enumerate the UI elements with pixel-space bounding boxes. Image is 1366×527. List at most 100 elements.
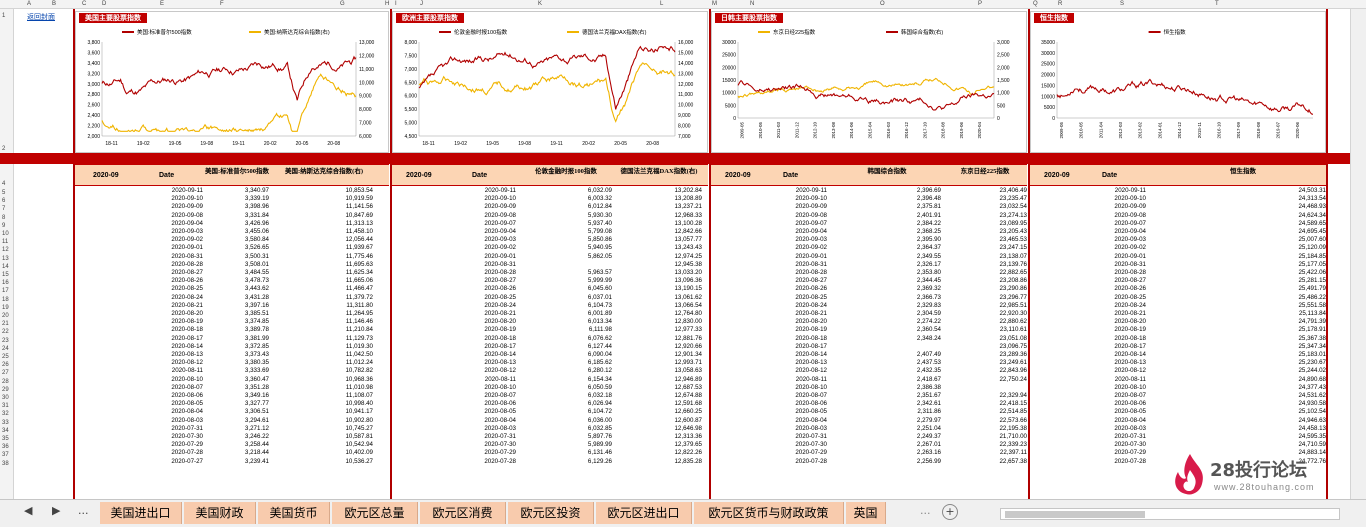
- date-cell[interactable]: 2020-08-10: [1114, 383, 1146, 391]
- value-cell[interactable]: 3,239.41: [244, 457, 269, 465]
- value-cell[interactable]: 3,389.78: [244, 326, 269, 334]
- date-cell[interactable]: 2020-08-18: [1114, 334, 1146, 342]
- back-to-cover-link[interactable]: 返回封面: [27, 14, 55, 21]
- value-cell[interactable]: 3,331.84: [244, 211, 269, 219]
- value-cell[interactable]: 6,111.98: [588, 326, 612, 334]
- value-cell[interactable]: 2,396.48: [916, 195, 941, 203]
- value-cell[interactable]: 6,076.62: [587, 334, 612, 342]
- value-cell[interactable]: 6,131.46: [587, 449, 612, 457]
- value-cell[interactable]: 12,920.66: [674, 342, 702, 350]
- value-cell[interactable]: 2,274.22: [916, 318, 941, 326]
- date-cell[interactable]: 2020-08-19: [795, 326, 827, 334]
- value-cell[interactable]: 11,108.07: [345, 392, 373, 399]
- value-cell[interactable]: 13,066.54: [674, 301, 702, 309]
- value-cell[interactable]: 3,398.96: [244, 203, 269, 211]
- date-cell[interactable]: 2020-09-07: [1114, 219, 1146, 227]
- date-cell[interactable]: 2020-08-04: [171, 408, 203, 416]
- date-cell[interactable]: 2020-09-03: [484, 236, 516, 244]
- value-cell[interactable]: 23,096.75: [999, 342, 1027, 350]
- value-cell[interactable]: 12,977.33: [674, 326, 702, 334]
- date-cell[interactable]: 2020-08-11: [484, 375, 516, 383]
- date-cell[interactable]: 2020-07-30: [1114, 441, 1146, 449]
- value-cell[interactable]: 12,822.26: [674, 449, 702, 457]
- value-cell[interactable]: 12,687.53: [674, 383, 702, 391]
- value-cell[interactable]: 25,281.15: [1298, 277, 1326, 285]
- date-cell[interactable]: 2020-07-29: [171, 441, 203, 449]
- date-cell[interactable]: 2020-08-13: [795, 359, 827, 367]
- date-cell[interactable]: 2020-08-14: [484, 351, 516, 358]
- value-cell[interactable]: 12,646.98: [674, 424, 702, 432]
- chart-panel[interactable]: 美国主要股票指数 美国:标准普尔500指数 美国:纳斯达克综合指数(右) 3,800 3…: [75, 11, 389, 153]
- value-cell[interactable]: 23,465.53: [999, 236, 1027, 244]
- value-cell[interactable]: 22,195.38: [999, 424, 1027, 432]
- value-cell[interactable]: 24,503.31: [1298, 187, 1326, 194]
- value-cell[interactable]: 11,264.95: [345, 310, 373, 317]
- value-cell[interactable]: 6,185.62: [587, 359, 612, 367]
- date-cell[interactable]: 2020-08-20: [1114, 318, 1146, 326]
- value-cell[interactable]: 11,939.67: [345, 244, 373, 252]
- more-sheets-button[interactable]: ...: [78, 504, 89, 517]
- value-cell[interactable]: 25,491.79: [1298, 285, 1326, 293]
- value-cell[interactable]: 12,056.44: [345, 236, 373, 244]
- scroll-thumb[interactable]: [1005, 511, 1145, 518]
- date-cell[interactable]: 2020-08-14: [171, 342, 203, 350]
- date-cell[interactable]: 2020-09-03: [1114, 236, 1146, 244]
- date-cell[interactable]: 2020-08-11: [795, 375, 827, 383]
- date-cell[interactable]: 2020-08-05: [484, 408, 516, 416]
- value-cell[interactable]: 2,351.67: [916, 392, 941, 399]
- value-cell[interactable]: 5,989.99: [587, 441, 612, 449]
- date-cell[interactable]: 2020-09-11: [171, 187, 203, 194]
- value-cell[interactable]: 11,625.34: [345, 269, 373, 276]
- date-cell[interactable]: 2020-09-09: [171, 203, 203, 211]
- more-sheets-right-button[interactable]: ...: [920, 504, 931, 517]
- value-cell[interactable]: 3,484.55: [244, 269, 269, 276]
- date-cell[interactable]: 2020-08-26: [484, 285, 516, 293]
- date-cell[interactable]: 2020-08-27: [171, 269, 203, 276]
- date-cell[interactable]: 2020-08-18: [795, 334, 827, 342]
- date-cell[interactable]: 2020-08-17: [171, 334, 203, 342]
- value-cell[interactable]: 3,333.69: [244, 367, 269, 375]
- date-cell[interactable]: 2020-08-31: [795, 260, 827, 268]
- sheet-tab[interactable]: 欧元区消费: [420, 502, 506, 524]
- value-cell[interactable]: 10,402.09: [345, 449, 373, 457]
- value-cell[interactable]: 2,401.91: [916, 211, 941, 219]
- value-cell[interactable]: 13,096.36: [674, 277, 702, 285]
- value-cell[interactable]: 2,263.16: [916, 449, 941, 457]
- value-cell[interactable]: 3,340.97: [244, 187, 269, 194]
- value-cell[interactable]: 6,032.09: [587, 187, 612, 194]
- value-cell[interactable]: 24,377.43: [1298, 383, 1326, 391]
- value-cell[interactable]: 6,045.60: [587, 285, 612, 293]
- horizontal-scrollbar[interactable]: [1000, 508, 1340, 520]
- vertical-scrollbar[interactable]: [1350, 9, 1366, 499]
- value-cell[interactable]: 10,587.81: [345, 433, 373, 440]
- value-cell[interactable]: 24,946.63: [1298, 416, 1326, 424]
- value-cell[interactable]: 5,930.30: [587, 211, 612, 219]
- date-cell[interactable]: 2020-07-29: [1114, 449, 1146, 457]
- value-cell[interactable]: 10,847.69: [345, 211, 373, 219]
- date-cell[interactable]: 2020-08-20: [484, 318, 516, 326]
- value-cell[interactable]: 3,580.84: [244, 236, 269, 244]
- date-cell[interactable]: 2020-08-04: [795, 416, 827, 424]
- value-cell[interactable]: 3,258.44: [244, 441, 269, 449]
- value-cell[interactable]: 22,657.38: [999, 457, 1027, 465]
- sheet-tab[interactable]: 欧元区投资: [508, 502, 594, 524]
- value-cell[interactable]: 25,551.58: [1298, 301, 1326, 309]
- value-cell[interactable]: 3,455.06: [244, 228, 269, 235]
- value-cell[interactable]: 24,883.14: [1298, 449, 1326, 457]
- value-cell[interactable]: 3,374.85: [244, 318, 269, 326]
- value-cell[interactable]: 11,311.80: [346, 301, 373, 309]
- value-cell[interactable]: 2,311.86: [917, 408, 941, 416]
- value-cell[interactable]: 3,526.65: [244, 244, 269, 252]
- date-cell[interactable]: 2020-08-03: [1114, 424, 1146, 432]
- date-cell[interactable]: 2020-08-07: [484, 392, 516, 399]
- date-cell[interactable]: 2020-08-25: [1114, 293, 1146, 301]
- date-cell[interactable]: 2020-08-18: [484, 334, 516, 342]
- value-cell[interactable]: 11,313.13: [345, 219, 373, 227]
- value-cell[interactable]: 10,998.40: [345, 400, 373, 408]
- date-cell[interactable]: 2020-08-05: [171, 400, 203, 408]
- value-cell[interactable]: 22,514.85: [999, 408, 1027, 416]
- date-cell[interactable]: 2020-09-08: [484, 211, 516, 219]
- date-cell[interactable]: 2020-09-02: [484, 244, 516, 252]
- value-cell[interactable]: 25,486.22: [1298, 293, 1326, 301]
- next-sheet-icon[interactable]: ▶: [52, 504, 61, 517]
